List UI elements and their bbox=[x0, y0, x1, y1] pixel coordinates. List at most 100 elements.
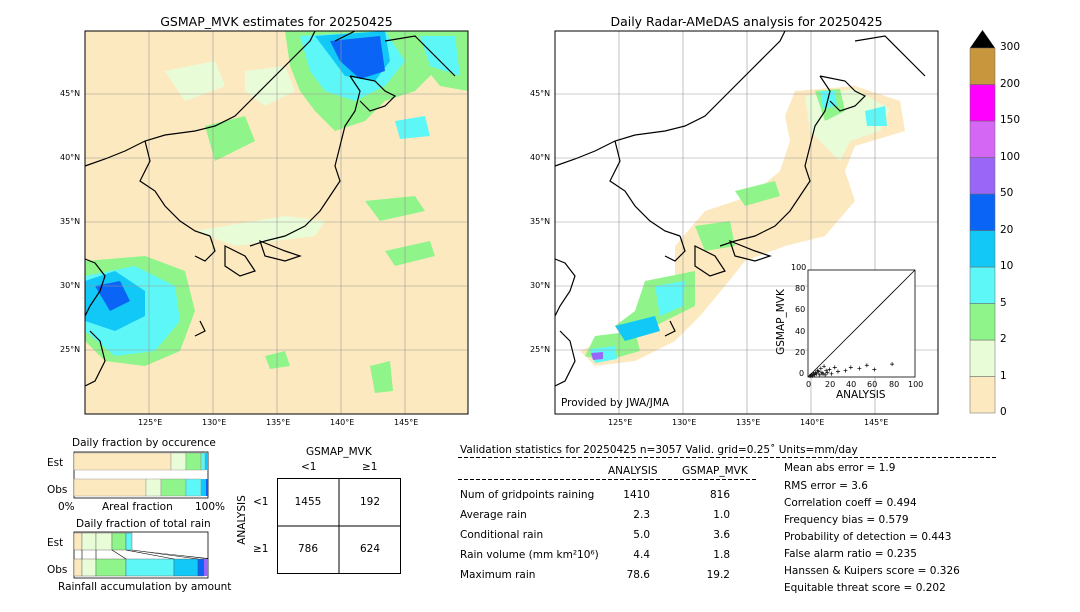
colorbar-swatch bbox=[969, 157, 996, 195]
colorbar-label: 20 bbox=[1000, 223, 1014, 236]
validation-row-gsmap: 816 bbox=[709, 489, 730, 501]
left-lon-135: 135°E bbox=[266, 418, 291, 427]
scatter-ytick-20: 20 bbox=[795, 348, 806, 357]
scatter-point bbox=[823, 372, 828, 377]
validation-row-analysis: 78.6 bbox=[626, 569, 650, 581]
validation-row-analysis: 1410 bbox=[623, 489, 650, 501]
score-correlation: Correlation coeff = 0.494 bbox=[784, 497, 917, 509]
scatter-point bbox=[864, 363, 869, 368]
colorbar-swatch bbox=[969, 120, 996, 158]
scatter-ylabel: GSMAP_MVK bbox=[774, 289, 787, 355]
colorbar-label: 0 bbox=[1000, 406, 1007, 418]
right-lat-35: 35°N bbox=[530, 217, 551, 226]
left-lat-40: 40°N bbox=[60, 153, 81, 162]
left-map-title: GSMAP_MVK estimates for 20250425 bbox=[160, 14, 393, 29]
contingency-cell-misses: 786 bbox=[297, 543, 319, 555]
scatter-point bbox=[822, 364, 827, 369]
occurrence-axis-left: 0% bbox=[58, 501, 75, 513]
total-rain-caption: Rainfall accumulation by amount bbox=[58, 581, 232, 593]
occurrence-obs-label: Obs bbox=[47, 484, 68, 496]
scatter-xtick-0: 0 bbox=[806, 380, 812, 389]
inset-scatter bbox=[807, 269, 916, 378]
score-frequency-bias: Frequency bias = 0.579 bbox=[784, 514, 909, 526]
score-hk: Hanssen & Kuipers score = 0.326 bbox=[784, 565, 960, 577]
colorbar bbox=[969, 30, 996, 414]
right-coastlines bbox=[554, 30, 926, 387]
colorbar-swatch bbox=[969, 47, 996, 85]
contingency-col-ge1: ≥1 bbox=[362, 461, 378, 473]
left-lat-35: 35°N bbox=[60, 217, 81, 226]
contingency-row-axis: ANALYSIS bbox=[235, 495, 248, 545]
validation-row-gsmap: 3.6 bbox=[713, 529, 730, 541]
occurrence-est-label: Est bbox=[47, 457, 64, 469]
colorbar-swatch bbox=[969, 376, 996, 414]
scatter-ytick-0: 0 bbox=[799, 369, 805, 378]
scatter-point bbox=[832, 365, 837, 370]
validation-row-gsmap: 1.8 bbox=[713, 549, 730, 561]
scatter-point bbox=[843, 368, 848, 373]
contingency-cell-false-alarms: 192 bbox=[359, 496, 381, 508]
scatter-point bbox=[835, 369, 840, 374]
score-rms-error: RMS error = 3.6 bbox=[784, 480, 868, 492]
score-mean-abs-error: Mean abs error = 1.9 bbox=[784, 462, 896, 474]
right-lat-30: 30°N bbox=[530, 281, 551, 290]
validation-row-label: Average rain bbox=[460, 509, 527, 521]
scatter-point bbox=[857, 366, 862, 371]
colorbar-swatch bbox=[969, 84, 996, 122]
colorbar-swatch bbox=[969, 339, 996, 377]
scatter-point bbox=[825, 370, 830, 375]
scatter-point bbox=[890, 362, 895, 367]
scatter-ytick-80: 80 bbox=[795, 284, 806, 293]
scatter-ytick-60: 60 bbox=[795, 305, 806, 314]
occurrence-axis-right: 100% bbox=[195, 501, 226, 513]
contingency-cell-hits-none: 1455 bbox=[294, 496, 322, 508]
contingency-row-lt1: <1 bbox=[253, 496, 269, 508]
score-pod: Probability of detection = 0.443 bbox=[784, 531, 952, 543]
colorbar-label: 10 bbox=[1000, 260, 1014, 272]
scatter-xtick-20: 20 bbox=[825, 380, 836, 389]
scatter-ytick-100: 100 bbox=[791, 263, 807, 272]
scatter-xlabel: ANALYSIS bbox=[836, 389, 886, 401]
left-lat-25: 25°N bbox=[60, 345, 81, 354]
colorbar-label: 150 bbox=[1000, 114, 1021, 126]
validation-row-label: Conditional rain bbox=[460, 529, 544, 541]
colorbar-swatch bbox=[969, 193, 996, 231]
scatter-xtick-100: 100 bbox=[908, 380, 924, 389]
validation-row-analysis: 2.3 bbox=[633, 509, 650, 521]
left-lon-130: 130°E bbox=[202, 418, 227, 427]
left-lon-145: 145°E bbox=[394, 418, 419, 427]
validation-header: Validation statistics for 20250425 n=305… bbox=[460, 444, 858, 456]
right-lon-140: 140°E bbox=[800, 418, 825, 427]
occurrence-bars bbox=[73, 451, 209, 499]
validation-col-gsmap: GSMAP_MVK bbox=[682, 465, 748, 477]
right-lon-130: 130°E bbox=[672, 418, 697, 427]
scatter-xtick-80: 80 bbox=[889, 380, 900, 389]
total-rain-title: Daily fraction of total rain bbox=[76, 518, 211, 530]
scatter-xtick-60: 60 bbox=[867, 380, 878, 389]
validation-row-gsmap: 1.0 bbox=[713, 509, 730, 521]
validation-col-analysis: ANALYSIS bbox=[608, 465, 658, 477]
total-rain-bars bbox=[73, 531, 209, 579]
scatter-point bbox=[848, 365, 853, 370]
scatter-point bbox=[817, 372, 822, 377]
validation-row-analysis: 5.0 bbox=[633, 529, 650, 541]
validation-row-analysis: 4.4 bbox=[633, 549, 650, 561]
validation-row-label: Maximum rain bbox=[460, 569, 536, 581]
right-map-title: Daily Radar-AMeDAS analysis for 20250425 bbox=[610, 14, 883, 29]
scatter-point bbox=[814, 371, 819, 376]
contingency-grid bbox=[277, 478, 401, 574]
left-rain-patches bbox=[85, 31, 468, 393]
colorbar-label: 300 bbox=[1000, 41, 1021, 53]
contingency-cell-hits: 624 bbox=[359, 543, 381, 555]
score-far: False alarm ratio = 0.235 bbox=[784, 548, 917, 560]
colorbar-swatch bbox=[969, 303, 996, 341]
colorbar-label: 2 bbox=[1000, 333, 1007, 345]
colorbar-swatch bbox=[969, 230, 996, 268]
colorbar-label: 5 bbox=[1000, 296, 1007, 309]
validation-row-label: Rain volume (mm km²10⁶) bbox=[460, 549, 599, 561]
colorbar-label: 200 bbox=[1000, 77, 1021, 90]
total-rain-est-label: Est bbox=[47, 537, 64, 549]
occurrence-title: Daily fraction by occurence bbox=[72, 437, 216, 449]
right-lon-125: 125°E bbox=[608, 418, 633, 427]
scatter-point bbox=[810, 373, 815, 378]
